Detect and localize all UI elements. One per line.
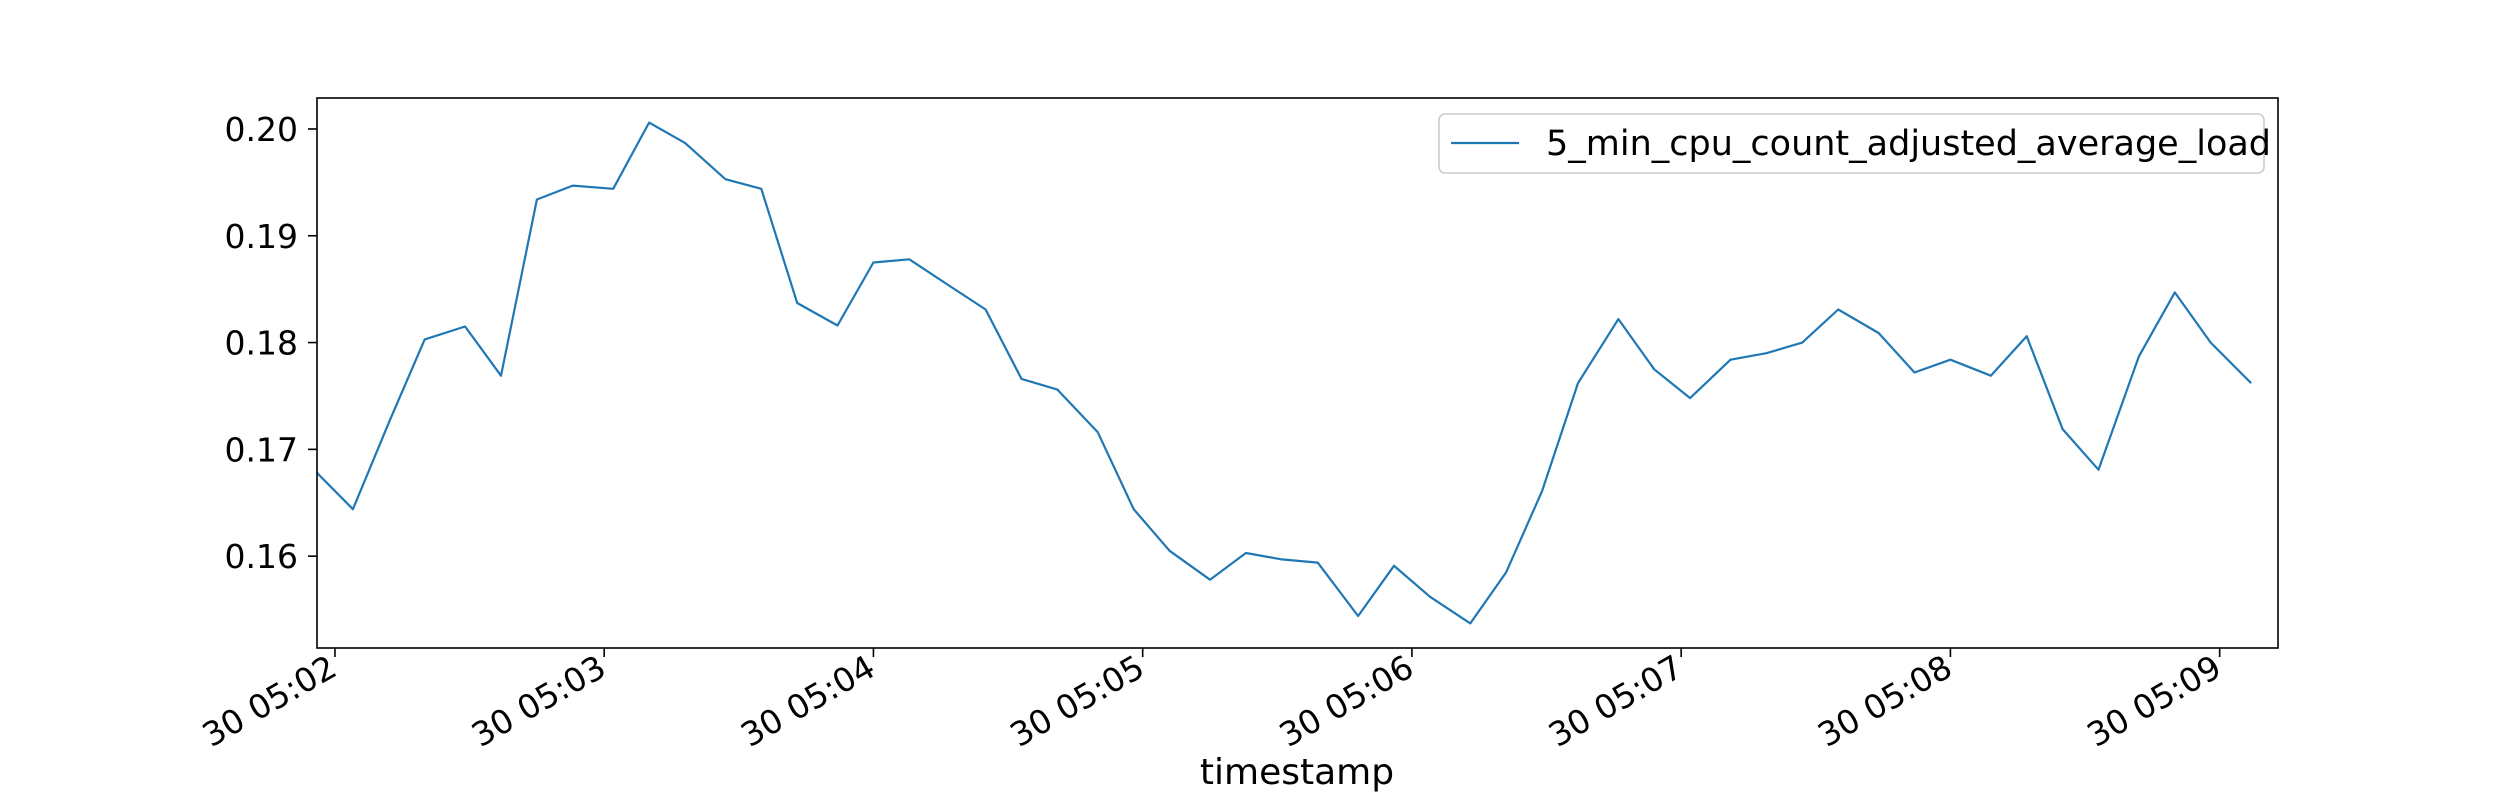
x-tick-label: 30 05:03 <box>465 647 612 755</box>
y-tick-label: 0.20 <box>225 110 298 149</box>
series-layer <box>316 121 2252 625</box>
x-axis-label: timestamp <box>1200 752 1394 793</box>
x-axis: 30 05:02 30 05:03 30 05:04 30 05:05 30 05:06… <box>196 647 2228 755</box>
x-tick-label: 30 05:07 <box>1542 647 1689 755</box>
y-tick-label: 0.17 <box>225 430 298 469</box>
y-axis: 0.16 0.17 0.18 0.19 0.20 <box>225 110 317 576</box>
legend-box <box>1438 113 2265 174</box>
x-tick-label: 30 05:09 <box>2080 647 2227 755</box>
y-tick-label: 0.16 <box>225 537 298 576</box>
y-tick-label: 0.18 <box>225 324 298 363</box>
legend: 5_min_cpu_count_adjusted_average_load <box>1438 113 2271 174</box>
x-tick-label: 30 05:08 <box>1811 647 1958 755</box>
y-tick-label: 0.19 <box>225 217 298 256</box>
x-tick-label: 30 05:04 <box>734 647 881 755</box>
legend-label: 5_min_cpu_count_adjusted_average_load <box>1546 124 2271 164</box>
x-tick-label: 30 05:05 <box>1003 647 1150 755</box>
x-tick-label: 30 05:02 <box>196 647 343 755</box>
series-line <box>316 121 2252 625</box>
plot-area <box>317 98 2278 648</box>
x-tick-label: 30 05:06 <box>1273 647 1420 755</box>
plot-frame <box>316 97 2279 649</box>
